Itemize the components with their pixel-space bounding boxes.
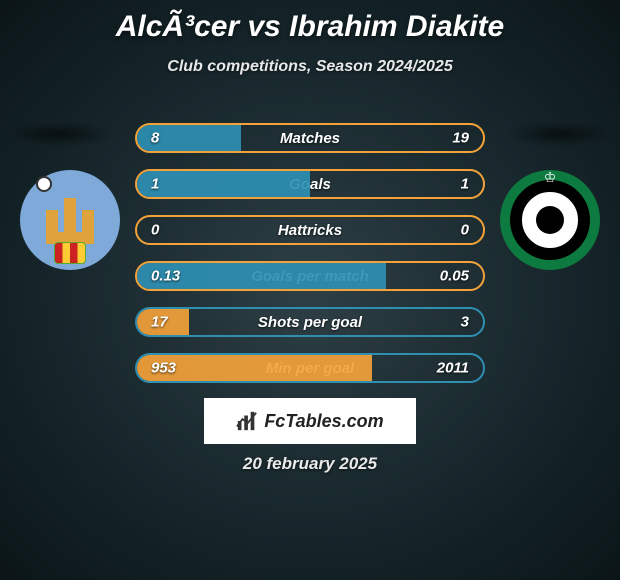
ball-icon bbox=[36, 176, 52, 192]
stat-row: 1Goals1 bbox=[135, 169, 485, 199]
castle-icon bbox=[46, 192, 94, 244]
stat-label: Hattricks bbox=[137, 222, 483, 239]
stat-right-value: 0.05 bbox=[440, 268, 469, 285]
stat-row: 0.13Goals per match0.05 bbox=[135, 261, 485, 291]
stat-right-value: 3 bbox=[461, 314, 469, 331]
stat-right-value: 2011 bbox=[437, 360, 469, 377]
brand-badge: FcTables.com bbox=[204, 398, 416, 444]
dot-icon bbox=[536, 206, 564, 234]
bar-chart-icon bbox=[236, 410, 258, 432]
stat-label: Shots per goal bbox=[137, 314, 483, 331]
stat-row: 0Hattricks0 bbox=[135, 215, 485, 245]
page-subtitle: Club competitions, Season 2024/2025 bbox=[0, 58, 620, 76]
crown-icon: ♔ bbox=[542, 172, 558, 182]
stat-right-value: 19 bbox=[452, 130, 469, 147]
stat-row: 17Shots per goal3 bbox=[135, 307, 485, 337]
stat-fill bbox=[137, 171, 310, 197]
page-title: AlcÃ³cer vs Ibrahim Diakite bbox=[0, 0, 620, 44]
stat-left-value: 953 bbox=[151, 360, 176, 377]
stat-left-value: 1 bbox=[151, 176, 159, 193]
date-text: 20 february 2025 bbox=[0, 454, 620, 474]
stat-row: 953Min per goal2011 bbox=[135, 353, 485, 383]
shield-icon bbox=[54, 242, 86, 264]
shadow-left bbox=[5, 121, 115, 147]
stats-list: 8Matches19 1Goals1 0Hattricks0 0.13Goals pe… bbox=[135, 123, 485, 399]
club-crest-right: ♔ bbox=[500, 170, 600, 270]
club-crest-left bbox=[20, 170, 120, 270]
stat-right-value: 0 bbox=[461, 222, 469, 239]
stat-right-value: 1 bbox=[461, 176, 469, 193]
stat-left-value: 8 bbox=[151, 130, 159, 147]
stat-left-value: 0.13 bbox=[151, 268, 180, 285]
stat-left-value: 0 bbox=[151, 222, 159, 239]
shadow-right bbox=[505, 121, 615, 147]
stat-row: 8Matches19 bbox=[135, 123, 485, 153]
brand-text: FcTables.com bbox=[264, 411, 383, 432]
comparison-arena: ♔ 8Matches19 1Goals1 0Hattricks0 0.13Goals … bbox=[0, 115, 620, 395]
stat-left-value: 17 bbox=[151, 314, 168, 331]
